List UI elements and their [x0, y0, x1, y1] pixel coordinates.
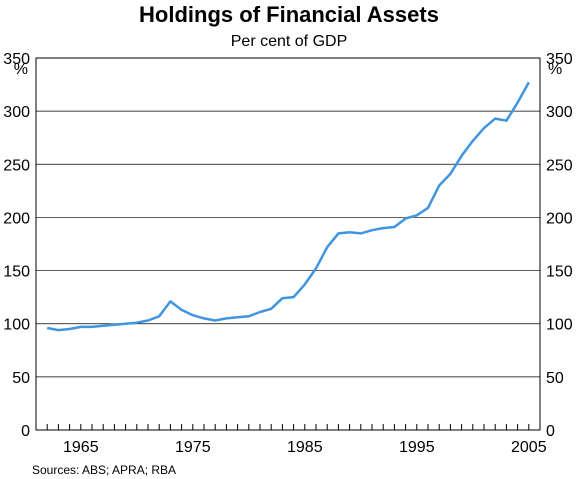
left-tick-label-200: 200: [3, 210, 30, 227]
right-axis-unit-label: %: [548, 61, 562, 78]
right-tick-label-200: 200: [546, 210, 573, 227]
right-tick-label-350: 350: [546, 51, 573, 68]
x-axis-ticks: [46, 424, 530, 430]
left-tick-label-50: 50: [12, 370, 30, 387]
right-y-tick-labels: 0 50 100 150 200 250 300 350: [546, 51, 573, 440]
right-tick-label-300: 300: [546, 104, 573, 121]
plot-frame: [35, 57, 541, 431]
x-tick-label-1985: 1985: [287, 439, 323, 456]
x-tick-label-2005: 2005: [511, 439, 547, 456]
left-tick-label-150: 150: [3, 264, 30, 281]
x-tick-labels: 1965 1975 1985 1995 2005: [63, 439, 547, 456]
left-tick-label-350: 350: [3, 51, 30, 68]
chart-subtitle: Per cent of GDP: [231, 33, 348, 50]
x-tick-label-1975: 1975: [175, 439, 211, 456]
x-tick-label-1995: 1995: [399, 439, 435, 456]
right-tick-label-250: 250: [546, 157, 573, 174]
chart-title: Holdings of Financial Assets: [139, 2, 439, 27]
source-note: Sources: ABS; APRA; RBA: [32, 463, 176, 477]
right-tick-label-50: 50: [546, 370, 564, 387]
left-tick-label-0: 0: [21, 423, 30, 440]
left-tick-label-250: 250: [3, 157, 30, 174]
right-tick-label-0: 0: [546, 423, 555, 440]
x-tick-label-1965: 1965: [63, 439, 99, 456]
left-tick-label-300: 300: [3, 104, 30, 121]
left-axis-unit-label: %: [14, 61, 28, 78]
left-y-tick-labels: 0 50 100 150 200 250 300 350: [3, 51, 30, 440]
series-line-holdings: [46, 81, 530, 332]
left-tick-label-100: 100: [3, 317, 30, 334]
right-tick-label-100: 100: [546, 317, 573, 334]
right-tick-label-150: 150: [546, 264, 573, 281]
data-points: [47, 82, 529, 330]
